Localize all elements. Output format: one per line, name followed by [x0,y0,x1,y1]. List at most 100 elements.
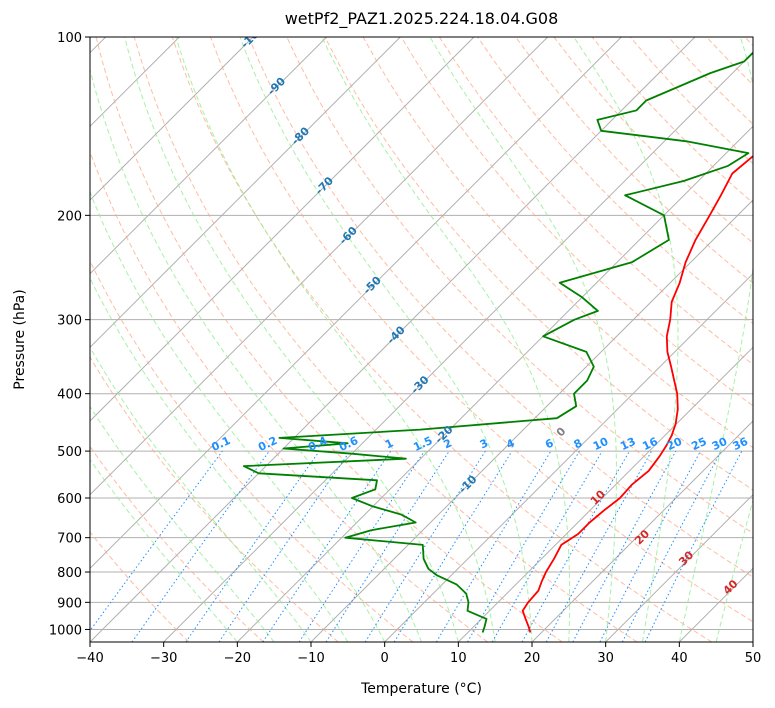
dewpoint-line [242,51,753,633]
isotherm-line [752,641,753,642]
moist-adiabat-line [321,37,571,642]
moist-adiabat-line [90,405,275,642]
dry-adiabat-line [90,259,414,642]
grid-layer [90,37,753,642]
mixing-ratio-line [298,450,425,642]
isotherm-line [90,37,549,496]
dry-adiabat-line [171,37,712,642]
mixing-ratio-line [644,450,743,642]
y-tick-label: 500 [57,445,82,460]
isotherm-line [236,125,753,642]
moist-adiabat-label: 40 [721,577,741,597]
x-tick-label: 20 [524,651,541,666]
isotherm-line [531,420,753,642]
y-tick-label: 600 [57,492,82,507]
axes-layer: −40 −30 −20 −10 0 10 20 30 40 5010020030040050060… [49,31,761,666]
mixing-ratio-line [325,450,450,642]
dry-adiabat-line [324,37,753,491]
moist-adiabat-label: 30 [676,548,696,568]
mixing-ratio-line [572,450,677,642]
mixing-ratio-label: 10 [591,435,611,453]
dry-adiabat-line [95,37,563,642]
y-axis-label: Pressure (hPa) [12,289,28,389]
x-tick-label: −40 [76,651,103,666]
y-tick-label: 700 [57,532,82,547]
dry-adiabat-line [90,356,339,642]
series-layer [242,51,753,633]
mixing-ratio-label: 6 [543,436,556,451]
isotherm-line [163,51,753,642]
isotherm-line [90,37,622,570]
dry-adiabat-line [400,37,753,407]
mixing-ratio-line [599,450,701,642]
moist-adiabat-line [90,458,238,642]
y-tick-label: 200 [57,209,82,224]
moist-adiabat-line [715,498,753,642]
dry-adiabat-line [133,37,638,642]
mixing-ratio-label: 16 [640,435,660,453]
x-tick-label: 40 [671,651,688,666]
y-tick-label: 800 [57,566,82,581]
y-tick-label: 100 [57,31,82,46]
isotherm-line [384,272,753,642]
y-tick-label: 1000 [49,623,82,638]
moist-adiabat-line [90,67,422,642]
mixing-ratio-label: 13 [618,435,637,453]
dry-adiabat-line [515,37,753,284]
isotherm-line [457,346,753,642]
mixing-ratio-label: 1 [383,436,395,451]
moist-adiabat-line [429,37,617,642]
moist-adiabat-line [573,37,679,642]
x-tick-label: −20 [224,651,251,666]
mixing-ratio-label: 4 [504,436,517,451]
isotherm-line [90,37,328,275]
mixing-ratio-line [131,450,270,642]
x-tick-label: 30 [597,651,614,666]
x-tick-label: 10 [450,651,467,666]
mixing-ratio-line [393,450,513,642]
moist-adiabat-label: 10 [588,487,608,507]
x-axis-label: Temperature (°C) [360,681,482,697]
dry-adiabat-line [90,445,264,642]
x-tick-label: −10 [297,651,324,666]
isotherm-line [605,493,753,642]
moist-adiabat-line [90,346,312,642]
mixing-ratio-line [521,450,630,642]
mixing-ratio-line [545,450,653,642]
mixing-ratio-line [185,450,320,642]
isotherm-line [310,199,753,642]
y-tick-label: 300 [57,314,82,329]
dry-adiabat-line [210,37,753,623]
mixing-ratio-label: 30 [710,435,730,453]
moist-adiabat-line [678,37,753,642]
x-tick-label: 0 [381,651,389,666]
temperature-line [521,155,753,633]
plot-frame [89,36,754,643]
isotherm-line [90,37,475,422]
dry-adiabat-line [90,531,190,642]
mixing-ratio-line [218,450,351,642]
x-tick-label: −30 [150,651,177,666]
dry-adiabat-line [248,37,753,578]
y-tick-label: 900 [57,596,82,611]
isoline-label-layer: 0.1 0.2 0.4 0.6 1 1.5 2 3 4 6 8 10 13 16 20 25 30 36-100-… [209,37,751,597]
chart-title: wetPf2_PAZ1.2025.224.18.04.G08 [284,9,559,28]
dry-adiabat-line [744,37,753,47]
moist-adiabat-line [239,37,533,642]
dry-adiabat-line [90,150,488,642]
dry-adiabat-line [706,37,753,86]
mixing-ratio-label: 20 [665,435,685,453]
moist-adiabat-line [124,37,459,642]
isotherm-line [90,37,401,349]
y-tick-label: 400 [57,388,82,403]
dry-adiabat-line [438,37,753,366]
moist-adiabat-label: 0 [554,425,569,440]
isotherm-line [90,37,254,201]
x-tick-label: 50 [745,651,762,666]
mixing-ratio-line [90,450,223,632]
moist-adiabat-line [175,37,496,642]
mixing-ratio-label: 25 [689,435,708,453]
mixing-ratio-line [435,450,552,642]
mixing-ratio-label: 36 [731,435,751,453]
